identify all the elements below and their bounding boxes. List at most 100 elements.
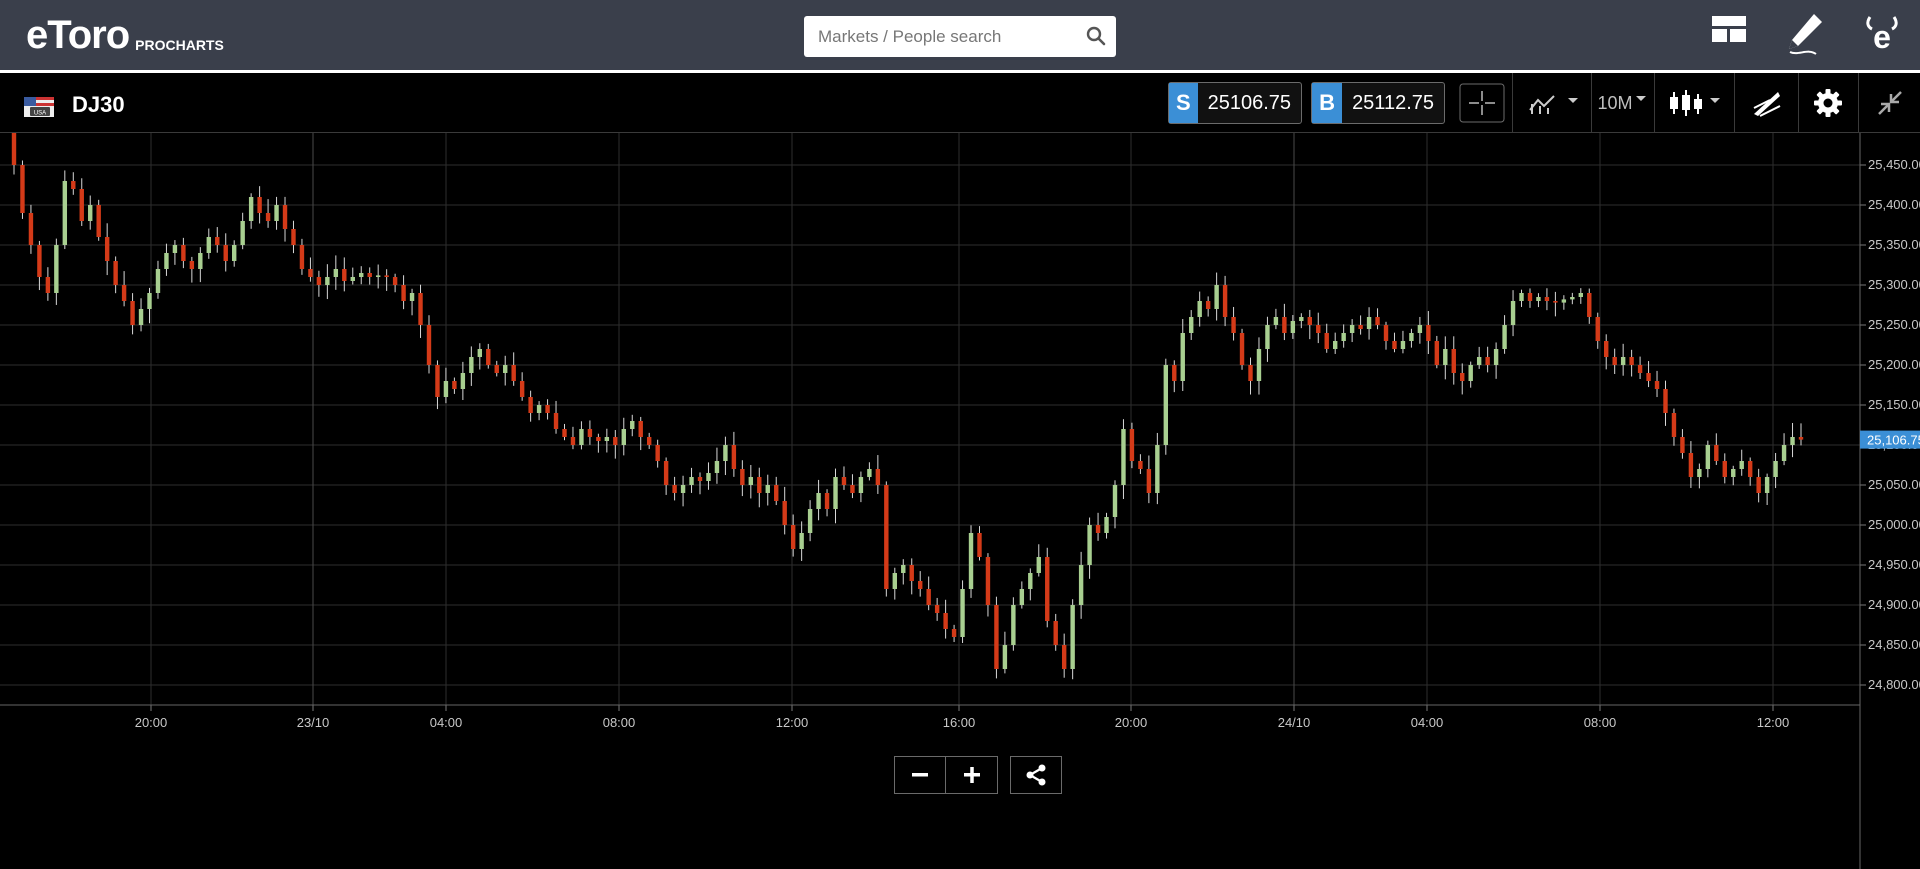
- candle-body: [1604, 341, 1609, 357]
- candle: [731, 431, 737, 477]
- minimize-icon: [1878, 91, 1902, 115]
- candle: [1798, 423, 1804, 446]
- chart-type-dropdown[interactable]: [1664, 73, 1728, 133]
- candle: [1383, 321, 1389, 350]
- candle: [1578, 288, 1584, 304]
- candle-body: [1053, 621, 1058, 645]
- candle-body: [299, 245, 305, 269]
- candle: [723, 436, 728, 476]
- candle-body: [1781, 445, 1787, 461]
- candle: [240, 212, 245, 250]
- candle: [511, 352, 516, 386]
- candle-body: [503, 365, 508, 373]
- candle: [1714, 433, 1719, 465]
- candle: [1011, 597, 1016, 651]
- candle-body: [757, 477, 762, 493]
- zoom-in-button[interactable]: [946, 756, 998, 794]
- candle-body: [528, 397, 533, 413]
- candle-body: [460, 373, 466, 389]
- y-tick-label: 24,950.00: [1868, 557, 1920, 572]
- candle: [613, 430, 618, 459]
- candle: [11, 133, 17, 175]
- candle: [494, 360, 499, 377]
- x-tick-label: 20:00: [135, 715, 168, 730]
- candle-body: [248, 197, 254, 221]
- candle: [1544, 288, 1550, 311]
- candle-body: [689, 477, 694, 485]
- candle: [20, 160, 25, 219]
- candle: [426, 315, 432, 374]
- candle: [1053, 613, 1058, 651]
- candle-body: [1646, 373, 1651, 381]
- candle-body: [1112, 485, 1118, 517]
- toolbar-divider: [1734, 73, 1735, 133]
- drawing-tools-button[interactable]: [1742, 73, 1792, 133]
- candle-body: [1688, 453, 1694, 477]
- candle-body: [604, 437, 610, 441]
- candle-body: [494, 365, 499, 373]
- candle: [757, 467, 762, 508]
- candle: [45, 267, 51, 301]
- candlestick-chart[interactable]: 25,450.00 25,400.00 25,350.00 25,300.00 25,2…: [0, 133, 1920, 869]
- candle-body: [1485, 357, 1490, 365]
- crosshair-button[interactable]: [1459, 73, 1505, 133]
- indicators-dropdown[interactable]: [1522, 73, 1586, 133]
- candle: [1299, 313, 1304, 329]
- candle-body: [1214, 285, 1219, 309]
- candle-body: [443, 381, 449, 397]
- settings-button[interactable]: [1804, 73, 1852, 133]
- candle: [62, 170, 68, 250]
- candle-body: [1282, 317, 1287, 333]
- candle: [1121, 419, 1126, 500]
- candle: [375, 264, 381, 289]
- buy-button[interactable]: B 25112.75: [1311, 82, 1445, 124]
- candle: [1756, 468, 1761, 503]
- candle-body: [655, 445, 660, 461]
- candle: [392, 273, 398, 293]
- candle: [1273, 308, 1279, 330]
- y-tick-label: 25,000.00: [1868, 517, 1920, 532]
- candle: [1739, 449, 1744, 476]
- exit-fullscreen-button[interactable]: [1866, 73, 1914, 133]
- y-tick-label: 24,850.00: [1868, 637, 1920, 652]
- search-icon[interactable]: [1086, 26, 1106, 51]
- candle-body: [934, 605, 940, 613]
- etoro-logo[interactable]: eToro PROCHARTS: [26, 10, 224, 58]
- candle: [1747, 457, 1753, 486]
- candle-body: [1434, 341, 1440, 365]
- candle-body: [909, 565, 914, 581]
- layout-icon[interactable]: [1712, 14, 1746, 51]
- candle: [1104, 512, 1109, 539]
- candle-body: [477, 349, 483, 357]
- y-tick-label: 25,150.00: [1868, 397, 1920, 412]
- pencil-icon[interactable]: [1786, 12, 1826, 61]
- search-input[interactable]: [818, 26, 1078, 47]
- zoom-out-button[interactable]: [894, 756, 946, 794]
- candle: [54, 238, 59, 305]
- search-box[interactable]: [804, 16, 1116, 57]
- candle-body: [1324, 333, 1329, 349]
- candle-body: [892, 573, 897, 589]
- candle-body: [426, 325, 432, 365]
- price-chart[interactable]: 25,450.00 25,400.00 25,350.00 25,300.00 25,2…: [0, 133, 1920, 869]
- candle: [1409, 328, 1414, 348]
- share-button[interactable]: [1010, 756, 1062, 794]
- etoro-profile-icon[interactable]: e: [1862, 13, 1902, 58]
- candle: [452, 377, 457, 394]
- sell-button[interactable]: S 25106.75: [1168, 82, 1302, 124]
- candle: [409, 288, 415, 316]
- candle: [587, 420, 593, 445]
- candle-body: [740, 469, 745, 485]
- candle-body: [1773, 461, 1778, 477]
- candle-body: [1045, 557, 1050, 621]
- candle: [71, 172, 76, 195]
- candle-body: [231, 245, 237, 261]
- candle-body: [1104, 517, 1109, 533]
- candle-body: [1138, 461, 1143, 469]
- candle: [1180, 319, 1185, 392]
- interval-dropdown[interactable]: 10M: [1594, 73, 1650, 133]
- candle: [257, 186, 262, 224]
- candle-body: [367, 273, 372, 277]
- candle-body: [104, 237, 110, 261]
- candle-body: [951, 629, 957, 637]
